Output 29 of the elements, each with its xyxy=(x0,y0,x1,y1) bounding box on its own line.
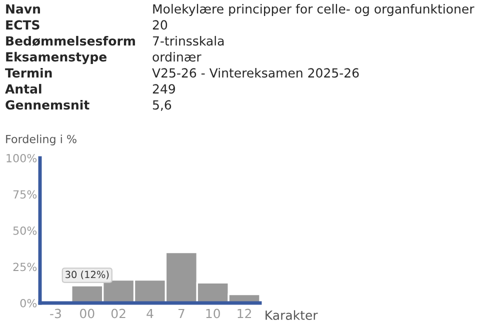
x-tick-label: 02 xyxy=(111,308,126,318)
y-tick-label: 100% xyxy=(6,154,37,162)
text: Bedømmelsesform xyxy=(6,36,135,46)
x-tick-label: 4 xyxy=(146,308,154,318)
x-tick-label: 00 xyxy=(80,308,94,318)
y-axis-title: Fordeling i % xyxy=(6,134,76,146)
text: ordinær xyxy=(152,52,202,62)
text: ECTS xyxy=(6,20,40,30)
text: V25-26 - Vintereksamen 2025-26 xyxy=(152,68,359,78)
y-tick-label: 75% xyxy=(13,190,37,199)
text: Eksamenstype xyxy=(6,52,107,64)
text: Termin xyxy=(5,68,52,78)
x-axis-title: Karakter xyxy=(266,310,318,320)
x-tick-label: 10 xyxy=(206,308,220,318)
text: Gennemsnit xyxy=(6,100,90,110)
y-tick-label: 0% xyxy=(20,298,37,308)
text: Navn xyxy=(6,4,40,14)
text: 20 xyxy=(152,20,168,30)
annotation: 30 (12%) xyxy=(66,270,109,280)
text: 7-trinsskala xyxy=(153,36,224,46)
text: Antal xyxy=(5,84,42,94)
text: 249 xyxy=(152,84,175,94)
x-tick-label: -3 xyxy=(50,308,61,318)
x-tick-label: 7 xyxy=(178,308,184,318)
y-tick-label: 50% xyxy=(13,226,37,235)
text: 5,6 xyxy=(152,100,172,111)
x-tick-label: 12 xyxy=(238,308,251,318)
text: Molekylære principper for celle- og organfunktioner xyxy=(153,4,474,16)
y-tick-label: 25% xyxy=(13,262,37,272)
